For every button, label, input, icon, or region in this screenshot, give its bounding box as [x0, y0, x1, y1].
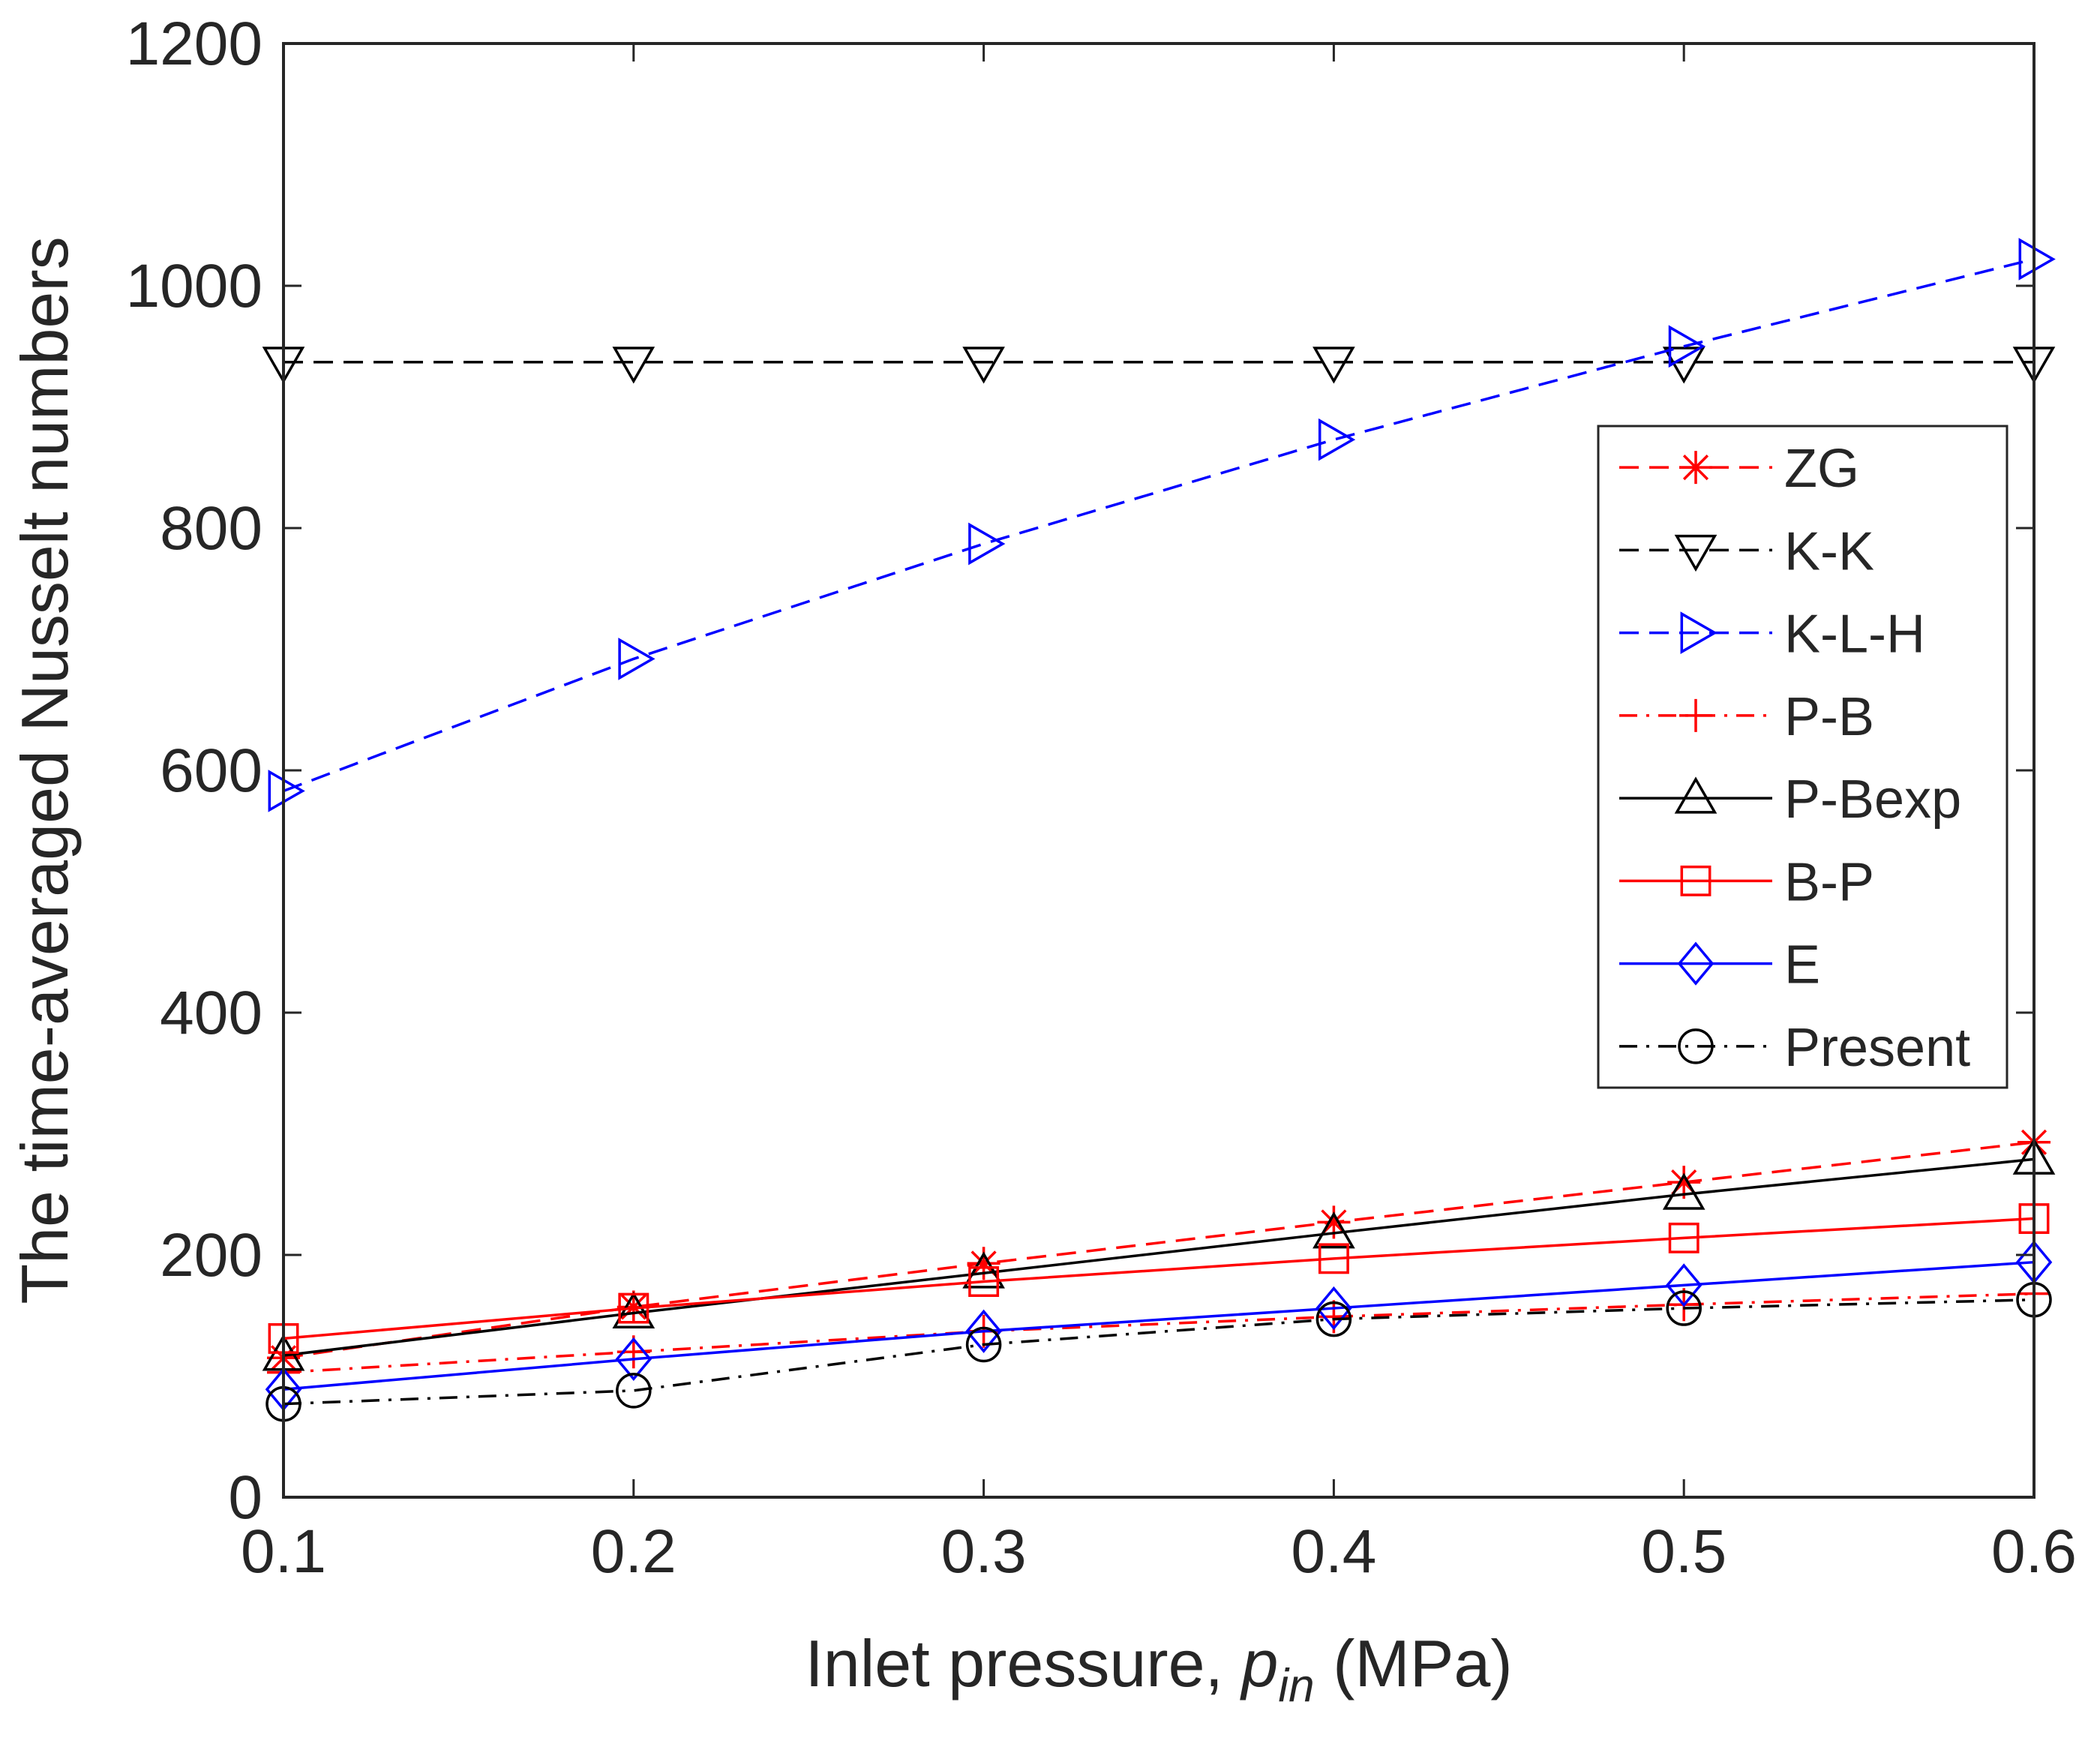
x-axis-label-variable: p — [1239, 1626, 1278, 1700]
x-tick-labels: 0.1 0.2 0.3 0.4 0.5 0.6 — [241, 1517, 2077, 1586]
data-point — [1318, 418, 1356, 461]
series-E — [265, 1240, 2053, 1412]
legend-label: K-K — [1784, 521, 1874, 581]
series-line — [283, 1141, 2035, 1360]
legend: ZG K-K K-L-H P-B P-Bexp B-P E Present — [1597, 425, 2008, 1089]
data-point — [612, 347, 656, 384]
series-K-K — [262, 347, 2056, 384]
data-point — [618, 1292, 650, 1324]
data-point — [968, 522, 1006, 566]
data-point — [962, 347, 1005, 384]
series-line — [283, 1157, 2035, 1357]
legend-label: ZG — [1784, 439, 1859, 499]
legend-label: B-P — [1784, 852, 1874, 912]
data-point — [968, 1266, 1000, 1297]
data-point — [962, 1251, 1005, 1289]
series-P-B — [267, 1277, 2050, 1389]
data-point — [1665, 1263, 1702, 1307]
legend-item: B-P — [1619, 852, 1874, 912]
x-tick-label: 0.5 — [1641, 1517, 1726, 1586]
y-tick-label: 1000 — [126, 252, 262, 320]
data-point — [1312, 347, 1355, 384]
x-tick-label: 0.3 — [941, 1517, 1027, 1586]
y-tick-labels: 0 200 400 600 800 1000 1200 — [126, 10, 262, 1532]
data-point — [965, 1326, 1002, 1363]
x-axis-label: Inlet pressure, pin (MPa) — [805, 1626, 1512, 1712]
y-tick-label: 800 — [160, 494, 262, 563]
data-point — [1662, 1172, 1706, 1210]
series-line — [283, 1292, 2035, 1374]
series-Present — [266, 1282, 2052, 1422]
series-ZG — [267, 1125, 2050, 1375]
legend-box — [1597, 425, 2008, 1089]
y-tick-label: 600 — [160, 737, 262, 805]
y-tick-label: 1200 — [126, 10, 262, 78]
data-point — [1668, 1222, 1700, 1253]
series-K-L-H — [268, 238, 2056, 812]
data-point — [616, 1373, 652, 1409]
x-axis-label-unit: (MPa) — [1315, 1626, 1513, 1700]
x-tick-label: 0.1 — [241, 1517, 326, 1586]
series-line — [283, 1217, 2035, 1340]
series-B-P — [268, 1203, 2050, 1354]
data-point — [1666, 1290, 1702, 1326]
data-point — [268, 770, 305, 812]
x-axis-label-subscript: in — [1278, 1660, 1314, 1712]
legend-item: P-B — [1619, 687, 1874, 747]
legend-swatch-marker — [1678, 1028, 1714, 1064]
legend-label: K-L-H — [1784, 605, 1925, 665]
legend-swatch-marker — [1679, 698, 1712, 732]
y-axis-label: The time-averaged Nusselt numbers — [8, 236, 82, 1304]
legend-swatch-marker — [1674, 534, 1718, 572]
series-line — [283, 257, 2035, 793]
legend-swatch-marker — [1674, 776, 1718, 814]
legend-item: K-K — [1619, 521, 1874, 581]
data-point — [965, 1309, 1002, 1353]
x-tick-label: 0.6 — [1991, 1517, 2077, 1586]
data-point — [612, 1291, 656, 1328]
series-line — [283, 1260, 2035, 1391]
data-point — [2018, 238, 2056, 281]
legend-item: ZG — [1619, 439, 1859, 499]
data-point — [1312, 1211, 1355, 1249]
series-P-Bexp — [262, 1137, 2056, 1371]
y-tick-label: 0 — [228, 1463, 262, 1532]
y-tick-label: 200 — [160, 1221, 262, 1289]
data-point — [1318, 1243, 1349, 1274]
legend-item: P-Bexp — [1619, 770, 1961, 830]
legend-label: P-Bexp — [1784, 770, 1961, 830]
axis-ticks — [282, 42, 2036, 1499]
data-point — [1668, 325, 1706, 368]
data-point — [615, 1337, 652, 1382]
legend-label: P-B — [1784, 687, 1874, 747]
legend-swatch-marker — [1680, 865, 1712, 896]
y-tick-label: 400 — [160, 979, 262, 1047]
legend-label: Present — [1784, 1018, 1970, 1078]
legend-swatch-marker — [1677, 941, 1714, 986]
data-point — [1316, 1286, 1352, 1331]
x-tick-label: 0.2 — [591, 1517, 676, 1586]
legend-swatch-marker — [1680, 611, 1718, 654]
data-point — [1316, 1301, 1352, 1337]
legend-swatch-marker — [1679, 451, 1712, 485]
x-axis-label-text: Inlet pressure, — [805, 1626, 1241, 1700]
legend-item: K-L-H — [1619, 605, 1925, 665]
legend-item: E — [1619, 935, 1820, 995]
data-point — [618, 638, 656, 680]
data-point — [1667, 1166, 1701, 1199]
legend-label: E — [1784, 935, 1820, 995]
x-tick-label: 0.4 — [1291, 1517, 1376, 1586]
legend-item: Present — [1619, 1018, 1970, 1078]
data-point — [1662, 347, 1706, 384]
data-point — [1317, 1205, 1351, 1239]
data-point — [967, 1247, 1000, 1280]
